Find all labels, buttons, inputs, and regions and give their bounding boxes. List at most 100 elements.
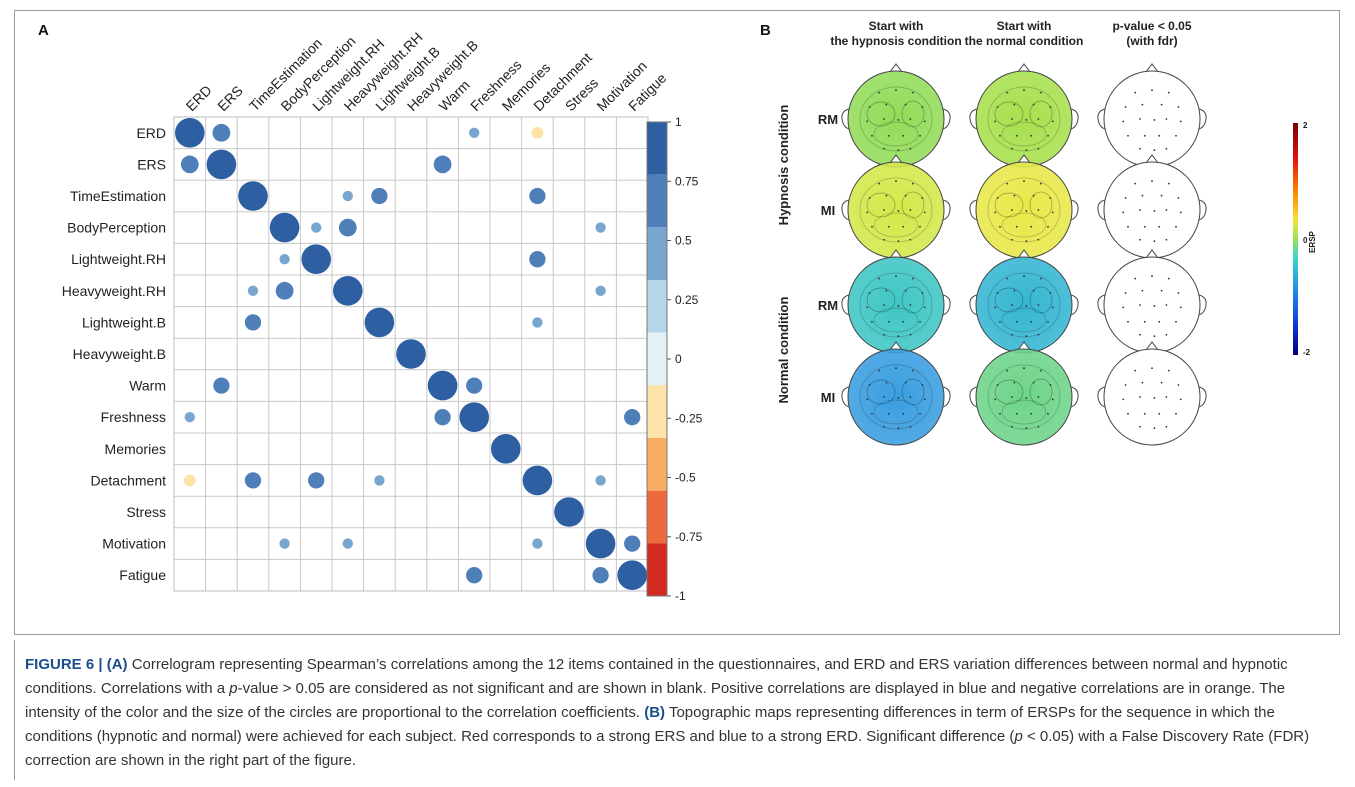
electrode-dot [1151,275,1153,278]
right-ear [1198,386,1207,408]
electrode-dot [923,211,926,214]
nose [1145,63,1159,73]
head-map [841,63,951,168]
electrode-dot [1143,134,1146,137]
electrode-dot [923,306,926,309]
electrode-dot [1025,240,1028,243]
colorbar-band [647,385,667,438]
electrode-dot [921,384,924,386]
electrode-dot [1049,197,1052,199]
electrode-dot [919,412,921,415]
electrode-dot [1122,306,1125,309]
left-ear [841,108,850,130]
row-label: ERS [137,156,166,172]
electrode-dot [1177,197,1180,199]
electrode-dot [883,209,885,211]
corr-circle [212,123,231,142]
electrode-dot [1167,277,1170,280]
electrode-dot [1030,134,1033,137]
electrode-dot [868,106,871,108]
left-ear [1097,294,1106,316]
caption-part-a: (A) [106,656,128,673]
corr-circle [595,285,606,296]
electrode-dot [1153,427,1156,430]
head-map-fill [847,70,945,168]
nose [1017,341,1031,351]
electrode-dot [1037,238,1040,241]
electrode-dot [1037,147,1040,150]
electrode-dot [887,134,890,137]
electrode-dot [1127,320,1129,323]
electrode-dot [1179,120,1182,123]
row-label: RM [818,298,838,313]
colorbar-tick-label: 1 [675,115,682,129]
colorbar-band [647,543,667,596]
head-map [969,249,1079,354]
contour [987,272,1061,338]
electrode-dot [883,238,885,241]
electrode-dot [1023,89,1025,92]
electrode-dot [1051,120,1054,123]
electrode-dot [1015,225,1018,228]
corr-circle [213,377,230,394]
nose [1145,341,1159,351]
corr-circle [244,472,262,489]
left-ear [1097,108,1106,130]
colorbar-tick-label: 0.75 [675,174,699,188]
contour [866,192,896,218]
electrode-dot [1165,147,1168,150]
corr-circle [529,251,546,268]
col-header-line2: the normal condition [965,34,1084,48]
electrode-dot [1013,194,1016,197]
electrode-dot [994,120,997,123]
contour [1029,100,1053,128]
electrode-dot [1051,211,1054,214]
electrode-dot [887,225,890,228]
right-ear [1070,386,1079,408]
col-label: ERS [214,82,246,114]
left-ear [841,199,850,221]
row-label: Lightweight.B [82,314,166,330]
head-outline [1103,256,1201,354]
electrode-dot [1179,211,1182,214]
caption-p-italic: p [229,680,238,697]
corr-circle [206,149,237,180]
electrode-dot [868,197,871,199]
colorbar-tick-label: 0 [675,352,682,366]
electrode-dot [878,277,881,280]
contour [987,177,1061,243]
electrode-dot [1037,118,1040,120]
electrode-dot [1032,289,1035,292]
electrode-dot [1039,182,1042,185]
corr-circle [175,118,205,148]
corr-circle [554,497,584,527]
right-ear [942,294,951,316]
col-header-line1: Start with [997,19,1052,33]
right-ear [1070,294,1079,316]
colorbar-tick-label: -1 [675,589,686,603]
electrode-dot [871,320,873,323]
electrode-dot [1153,119,1156,121]
nose [889,154,903,164]
correlogram: ERDERSTimeEstimationBodyPerceptionLightw… [62,29,703,603]
electrode-dot [1025,305,1028,307]
right-ear [1070,108,1079,130]
electrode-dot [1011,147,1013,150]
row-label: Motivation [102,536,166,552]
electrode-dot [1013,289,1016,292]
head-map-fill [847,348,945,446]
contour [1001,307,1047,333]
electrode-dot [1151,89,1153,92]
electrode-dot [904,103,907,106]
contour [1001,399,1047,425]
electrode-dot [1153,149,1156,152]
electrode-dot [1122,211,1125,214]
electrode-dot [1127,412,1129,415]
caption-text-a2: -value > 0.05 are considered as not sign… [25,680,1286,721]
corr-circle [371,187,388,205]
corr-circle [396,339,426,369]
panel-a-label: A [38,22,49,39]
ersp-label: ERSP [1308,230,1317,252]
electrode-dot [902,412,905,415]
electrode-dot [996,197,999,199]
